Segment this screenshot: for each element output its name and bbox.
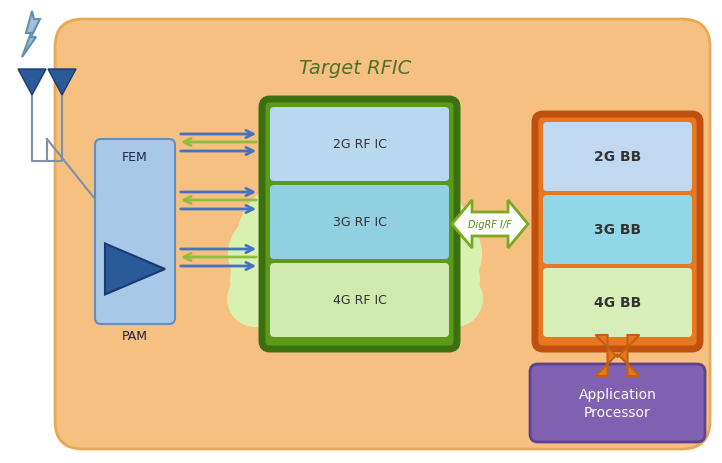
Circle shape [275, 125, 375, 225]
Text: 3G BB: 3G BB [594, 223, 641, 237]
Circle shape [323, 288, 387, 351]
Circle shape [367, 107, 423, 163]
FancyBboxPatch shape [543, 195, 692, 264]
Circle shape [237, 181, 353, 297]
Circle shape [335, 125, 435, 225]
Text: PAM: PAM [122, 330, 148, 343]
FancyBboxPatch shape [270, 186, 449, 259]
Circle shape [410, 244, 480, 314]
Text: 4G RF IC: 4G RF IC [333, 294, 386, 307]
Circle shape [230, 244, 300, 314]
Polygon shape [452, 200, 528, 249]
Text: Application
Processor: Application Processor [578, 387, 656, 419]
FancyBboxPatch shape [530, 364, 705, 442]
Text: 2G RF IC: 2G RF IC [333, 138, 386, 151]
Circle shape [275, 150, 435, 309]
Circle shape [427, 271, 483, 327]
Circle shape [307, 112, 383, 188]
Text: DigRF I/F: DigRF I/F [468, 219, 512, 230]
Circle shape [327, 112, 403, 188]
Text: 4G BB: 4G BB [594, 296, 641, 310]
Circle shape [295, 205, 415, 324]
Circle shape [315, 255, 395, 334]
Text: Target RFIC: Target RFIC [299, 58, 411, 77]
Polygon shape [18, 70, 46, 96]
Text: FEM: FEM [122, 151, 148, 164]
Polygon shape [596, 335, 640, 376]
Polygon shape [22, 12, 40, 58]
FancyBboxPatch shape [535, 115, 700, 349]
FancyBboxPatch shape [543, 269, 692, 337]
Circle shape [273, 272, 337, 336]
Polygon shape [105, 244, 165, 295]
FancyBboxPatch shape [543, 123, 692, 192]
FancyBboxPatch shape [95, 140, 175, 324]
FancyBboxPatch shape [55, 20, 710, 449]
FancyBboxPatch shape [262, 100, 457, 349]
Circle shape [227, 271, 283, 327]
FancyBboxPatch shape [270, 263, 449, 337]
Text: 2G BB: 2G BB [594, 150, 641, 164]
Circle shape [398, 213, 482, 296]
Polygon shape [48, 70, 76, 96]
Text: 3G RF IC: 3G RF IC [333, 216, 386, 229]
Circle shape [287, 107, 343, 163]
Circle shape [228, 213, 312, 296]
Circle shape [357, 181, 473, 297]
Circle shape [373, 272, 437, 336]
FancyBboxPatch shape [270, 108, 449, 181]
